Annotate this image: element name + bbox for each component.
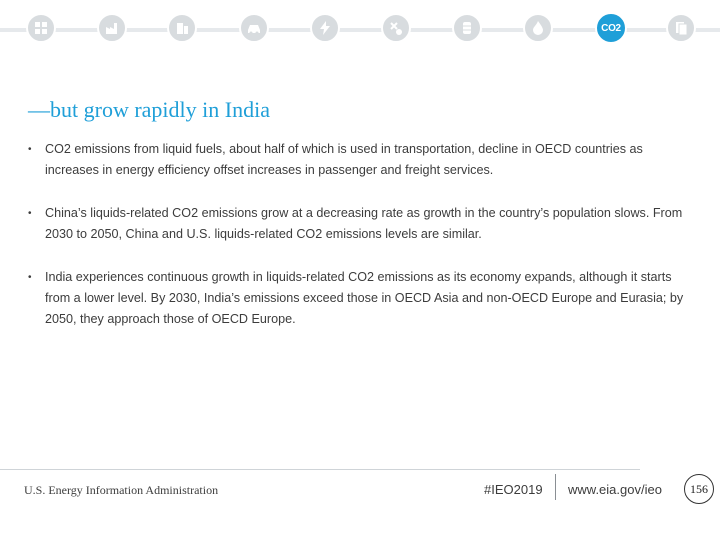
electricity-icon[interactable] (310, 13, 340, 43)
bullet-marker: • (28, 144, 32, 155)
car-icon[interactable] (239, 13, 269, 43)
bullet-text: China’s liquids-related CO2 emissions gr… (45, 206, 683, 241)
co2-icon[interactable]: CO2 (595, 12, 627, 44)
bullet-marker: • (28, 208, 32, 219)
footer-divider (0, 469, 640, 470)
bullet-item: • China’s liquids-related CO2 emissions … (28, 203, 700, 245)
slide-title: —but grow rapidly in India (28, 97, 270, 122)
footer-separator (555, 474, 556, 500)
documents-icon[interactable] (666, 13, 696, 43)
bullet-item: • CO2 emissions from liquid fuels, about… (28, 139, 700, 181)
bullet-text: CO2 emissions from liquid fuels, about h… (45, 142, 643, 177)
icon-bar (0, 28, 720, 32)
natural-gas-flame-icon[interactable] (523, 13, 553, 43)
oil-barrel-icon[interactable] (452, 13, 482, 43)
analysis-icon[interactable] (26, 13, 56, 43)
co2-icon-label: CO2 (601, 22, 621, 34)
buildings-icon[interactable] (167, 13, 197, 43)
footer-hashtag[interactable]: #IEO2019 (484, 482, 543, 497)
bullet-text: India experiences continuous growth in l… (45, 270, 684, 326)
industry-icon[interactable] (97, 13, 127, 43)
bullet-list: • CO2 emissions from liquid fuels, about… (28, 139, 700, 352)
page-number-badge: 156 (684, 474, 714, 504)
footer-organization: U.S. Energy Information Administration (24, 483, 219, 497)
bullet-marker: • (28, 272, 32, 283)
bullet-item: • India experiences continuous growth in… (28, 267, 700, 330)
footer-url-link[interactable]: www.eia.gov/ieo (568, 482, 662, 497)
petroleum-icon[interactable] (381, 13, 411, 43)
